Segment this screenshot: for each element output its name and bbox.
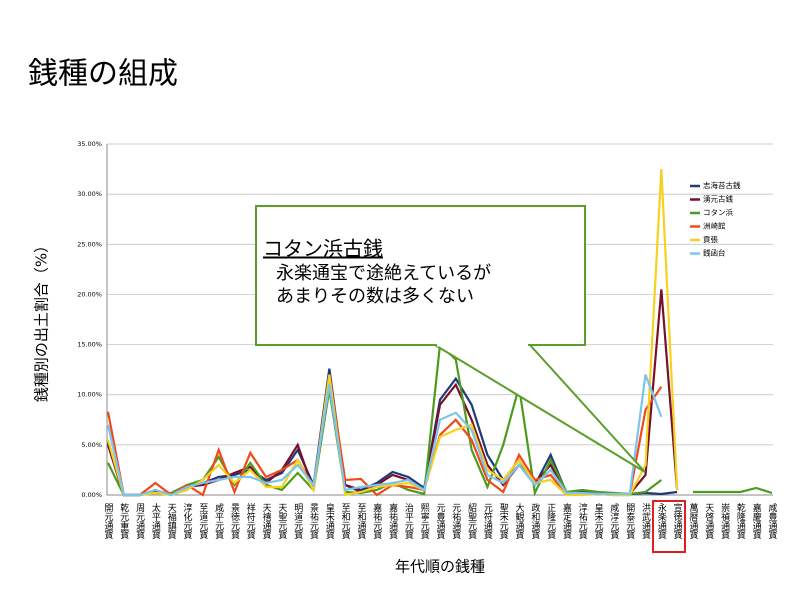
- x-tick-label: 嘉定通寳: [561, 502, 572, 540]
- x-tick-label: 開泰元寳: [624, 503, 635, 540]
- x-tick-label: 咸平元寳: [213, 502, 224, 540]
- x-tick-label: 天啓通寳: [703, 503, 714, 540]
- x-tick-label: 太平通寳: [150, 502, 161, 540]
- x-tick-label: 咸豊通寳: [767, 502, 778, 540]
- x-tick-label: 至和通寳: [355, 503, 366, 540]
- x-tick-label: 聖宋元寳: [498, 503, 509, 540]
- y-tick-label: 0.00%: [81, 491, 102, 499]
- x-axis-label: 年代順の銭種: [395, 558, 485, 576]
- legend-label: コタン浜: [703, 207, 733, 217]
- legend-label: 志海苔古銭: [703, 180, 741, 190]
- y-tick-label: 25.00%: [77, 240, 102, 248]
- y-tick-label: 20.00%: [77, 290, 102, 298]
- highlight-box: [652, 500, 686, 553]
- x-tick-label: 元符通寳: [482, 503, 493, 540]
- legend-label: 銭函台: [703, 248, 726, 258]
- x-tick-label: 淳化元寳: [182, 502, 193, 540]
- x-tick-label: 景祐元寳: [308, 503, 319, 540]
- legend-label: 湧元古銭: [703, 194, 733, 204]
- x-tick-label: 正隆元寳: [545, 503, 556, 540]
- x-tick-label: 天禧通寳: [261, 503, 272, 540]
- callout-text: あまりその数は多くない: [276, 286, 474, 307]
- legend-label: 貢張: [703, 235, 718, 244]
- x-tick-label: 熙寧元寳: [419, 503, 430, 540]
- x-tick-label: 永楽通寳: [656, 502, 667, 540]
- y-tick-label: 15.00%: [77, 341, 102, 349]
- x-tick-label: 洪武通寳: [640, 502, 651, 540]
- callout-box: [255, 205, 586, 346]
- x-tick-label: 嘉祐通寳: [387, 502, 398, 540]
- x-tick-label: 皇宋通寳: [324, 502, 335, 540]
- x-tick-label: 至道元寳: [197, 503, 208, 540]
- x-tick-label: 治平元寳: [403, 502, 414, 540]
- x-tick-label: 淳祐元寳: [577, 502, 588, 540]
- x-tick-label: 天聖元寳: [276, 503, 287, 540]
- series-line: [106, 169, 679, 497]
- x-tick-label: 天福鎮寳: [166, 503, 177, 540]
- x-tick-label: 嘉祐元寳: [371, 502, 382, 540]
- x-tick-label: 萬暦通寳: [687, 502, 698, 540]
- legend-label: 洲崎館: [703, 221, 726, 231]
- x-tick-label: 明道元寳: [292, 503, 303, 540]
- x-tick-label: 嘉慶通寳: [751, 502, 762, 540]
- y-tick-label: 5.00%: [81, 441, 102, 449]
- callout-text: 永楽通宝で途絶えているが: [276, 263, 491, 284]
- x-tick-label: 乾隆通寳: [735, 502, 746, 540]
- callout-pointer: [434, 344, 646, 473]
- x-tick-label: 紹聖元寳: [466, 502, 477, 540]
- x-tick-label: 至和元寳: [340, 503, 351, 540]
- x-tick-label: 崇禎通寳: [719, 503, 730, 540]
- x-tick-label: 宣徳通寳: [672, 502, 683, 540]
- y-tick-label: 35.00%: [77, 140, 102, 148]
- y-tick-label: 10.00%: [77, 391, 102, 399]
- x-tick-label: 景徳元寳: [229, 503, 240, 540]
- callout-title: コタン浜古銭: [263, 237, 383, 261]
- slide-title: 銭種の組成: [28, 57, 178, 92]
- x-tick-label: 元豊通寳: [435, 503, 446, 540]
- x-tick-label: 政和通寳: [529, 502, 540, 540]
- y-tick-label: 30.00%: [77, 190, 102, 198]
- y-axis-label: 銭種別の出土割合（%）: [33, 238, 51, 402]
- x-tick-label: 乾元重寳: [118, 502, 129, 540]
- x-tick-label: 周元通寳: [134, 503, 145, 540]
- series-line: [106, 374, 663, 497]
- x-tick-label: 皇宋元寳: [593, 502, 604, 540]
- x-tick-label: 元祐通寳: [450, 503, 461, 540]
- x-tick-label: 咸淳元寳: [608, 502, 619, 540]
- x-tick-label: 大観通寳: [514, 502, 525, 540]
- x-tick-label: 開元通寳: [103, 503, 114, 540]
- x-tick-label: 祥符元寳: [245, 502, 256, 540]
